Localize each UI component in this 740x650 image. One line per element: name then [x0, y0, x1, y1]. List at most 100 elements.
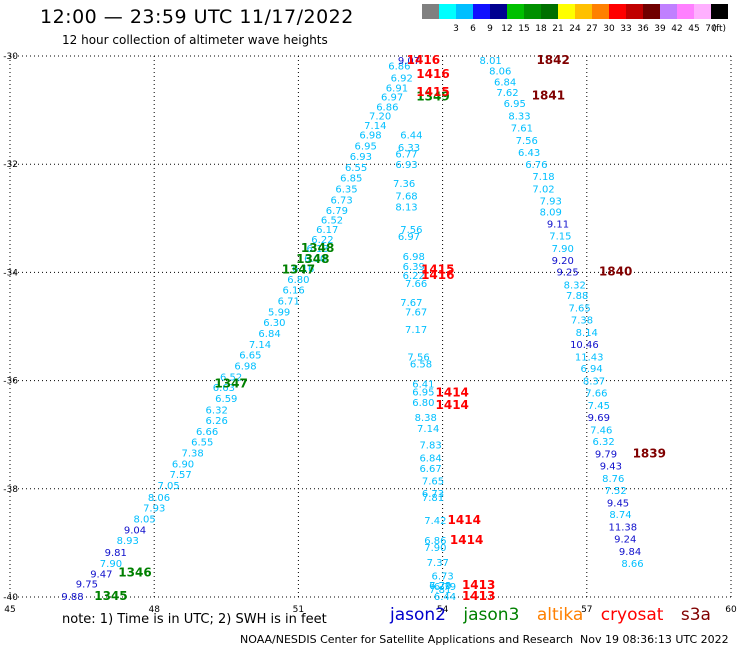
wave-height-point: 6.39 [403, 262, 425, 273]
wave-height-point: 6.16 [292, 264, 314, 275]
legend-swatch [507, 4, 524, 19]
wave-height-point: 9.24 [614, 535, 636, 546]
wave-height-point: 7.20 [369, 112, 391, 123]
wave-height-point: 7.45 [588, 401, 610, 412]
wave-height-point: 6.30 [263, 318, 285, 329]
y-tick-label: -38 [3, 485, 18, 495]
wave-height-point: 7.90 [552, 244, 574, 255]
pass-time-label: 1415 [416, 85, 449, 99]
legend-swatch [660, 4, 677, 19]
wave-height-point: 6.55 [191, 438, 213, 449]
wave-height-point: 6.91 [386, 83, 408, 94]
pass-time-label: 1414 [448, 513, 481, 527]
x-tick-label: 45 [4, 605, 15, 615]
wave-height-point: 6.63 [213, 383, 235, 394]
wave-height-point: 8.37 [583, 377, 605, 388]
pass-time-label: 1347 [282, 263, 315, 277]
wave-height-point: 11.38 [609, 523, 638, 534]
wave-height-point: 6.76 [525, 160, 547, 171]
pass-time-label: 1841 [532, 88, 565, 102]
legend-label: 3 [453, 24, 459, 34]
wave-height-point: 6.52 [321, 215, 343, 226]
wave-height-point: 7.88 [566, 291, 588, 302]
x-tick-label: 48 [148, 605, 160, 615]
wave-height-point: 8.09 [540, 207, 562, 218]
wave-height-point: 9.25 [556, 267, 578, 278]
wave-height-point: 6.44 [434, 592, 456, 603]
wave-height-point: 6.95 [355, 141, 377, 152]
pass-time-label: 1347 [214, 376, 247, 390]
pass-time-label: 1413 [462, 589, 495, 603]
wave-height-point: 6.79 [326, 206, 348, 217]
wave-height-point: 6.73 [431, 571, 453, 582]
wave-height-point: 7.36 [393, 179, 415, 190]
wave-height-point: 7.02 [532, 185, 554, 196]
wave-height-point: 6.73 [331, 195, 353, 206]
pass-time-label: 1842 [536, 53, 569, 67]
wave-height-point: 6.98 [359, 130, 381, 141]
footer-date: Nov 19 08:36:13 UTC 2022 [580, 633, 729, 646]
wave-height-point: 6.94 [580, 364, 602, 375]
wave-height-point: 8.06 [489, 67, 511, 78]
wave-height-point: 6.85 [340, 174, 362, 185]
wave-height-point: 6.67 [419, 464, 441, 475]
y-tick-label: -40 [3, 593, 18, 603]
wave-height-point: 6.43 [518, 148, 540, 159]
wave-height-point: 9.79 [595, 450, 617, 461]
wave-height-point: 7.52 [605, 486, 627, 497]
pass-time-label: 1349 [416, 90, 449, 104]
wave-height-point: 8.01 [480, 56, 502, 67]
y-tick-label: -32 [3, 160, 18, 170]
wave-height-point: 9.84 [619, 547, 641, 558]
wave-height-point: 7.93 [540, 196, 562, 207]
pass-time-label: 1840 [599, 264, 632, 278]
wave-height-point: 7.62 [496, 88, 518, 99]
wave-height-point: 7.83 [419, 440, 441, 451]
pass-time-label: 1414 [436, 386, 469, 400]
wave-height-point: 9.47 [90, 570, 112, 581]
pass-time-label: 1346 [118, 566, 151, 580]
wave-height-point: 6.73 [429, 581, 451, 592]
wave-height-point: 6.95 [504, 99, 526, 110]
wave-height-point: 6.97 [398, 232, 420, 243]
legend-swatch [694, 4, 711, 19]
wave-height-point: 9.81 [105, 548, 127, 559]
wave-height-point: 6.55 [345, 163, 367, 174]
legend-swatch [592, 4, 609, 19]
wave-height-point: 7.56 [516, 136, 538, 147]
wave-height-point: 7.18 [532, 172, 554, 183]
wave-height-point: 8.38 [415, 413, 437, 424]
wave-height-point: 9.75 [76, 579, 98, 590]
wave-height-point: 9.69 [588, 413, 610, 424]
wave-height-point: 6.44 [400, 130, 422, 141]
wave-height-point: 9.43 [600, 462, 622, 473]
mission-altika: altika [536, 605, 584, 625]
wave-height-point: 6.86 [376, 102, 398, 113]
wave-height-point: 7.14 [417, 424, 439, 435]
pass-time-label: 1414 [450, 533, 483, 547]
pass-time-label: 1345 [94, 589, 127, 603]
pass-time-label: 1414 [436, 398, 469, 412]
mission-legend: jason2 jason3 altika cryosat s3a [390, 605, 723, 625]
wave-height-point: 6.86 [388, 62, 410, 73]
wave-height-point: 8.93 [117, 536, 139, 547]
legend-label: 70 [705, 24, 717, 34]
wave-height-point: 8.76 [602, 474, 624, 485]
mission-cryosat: cryosat [600, 605, 664, 625]
wave-height-point: 6.41 [412, 379, 434, 390]
wave-height-point: 6.98 [234, 361, 256, 372]
legend-swatch [456, 4, 473, 19]
wave-height-point: 8.66 [621, 559, 643, 570]
wave-height-point: 9.45 [607, 498, 629, 509]
wave-height-point: 7.38 [182, 449, 204, 460]
wave-height-point: 8.06 [148, 493, 170, 504]
legend-swatch [609, 4, 626, 19]
wave-height-point: 10.46 [570, 340, 599, 351]
legend-label: 42 [671, 24, 682, 34]
wave-height-point: 7.81 [422, 493, 444, 504]
wave-height-point: 7.57 [170, 470, 192, 481]
units-note: note: 1) Time is in UTC; 2) SWH is in fe… [62, 612, 327, 627]
wave-height-point: 6.98 [403, 252, 425, 263]
wave-height-point: 6.59 [215, 394, 237, 405]
wave-height-point: 8.33 [508, 112, 530, 123]
